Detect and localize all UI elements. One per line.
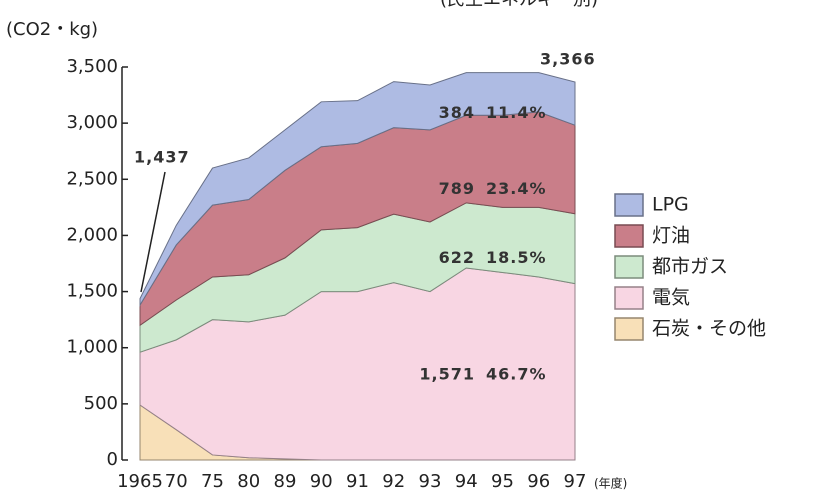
legend-swatch: [614, 286, 644, 310]
x-tick-label: 92: [382, 471, 405, 492]
legend-label: 石炭・その他: [652, 318, 766, 340]
data-label: 622: [439, 248, 475, 267]
y-tick-label: 0: [107, 449, 118, 470]
annotation: 1,437: [134, 148, 190, 167]
data-label: 789: [439, 179, 475, 198]
annotation: 3,366: [540, 50, 596, 69]
x-tick-label: 91: [346, 471, 369, 492]
legend-swatch: [614, 255, 644, 279]
legend-swatch: [614, 317, 644, 341]
legend-label: 灯油: [652, 225, 690, 247]
x-tick-label: 1965: [117, 471, 163, 492]
x-tick-label: 75: [201, 471, 224, 492]
share-label: 23.4%: [486, 179, 547, 198]
legend-label: 都市ガス: [652, 256, 728, 278]
y-axis-label: (CO2・kg): [6, 19, 98, 40]
y-tick-label: 2,500: [66, 168, 118, 189]
subtitle: (民生エネルギー別): [440, 0, 598, 10]
y-tick-label: 1,000: [66, 337, 118, 358]
data-label: 1,571: [419, 365, 475, 384]
share-label: 11.4%: [486, 103, 547, 122]
x-axis-label: (年度): [594, 476, 627, 491]
annotation-line: [140, 171, 166, 293]
y-tick-label: 500: [84, 393, 118, 414]
data-label: 384: [439, 103, 475, 122]
legend-swatch: [614, 224, 644, 248]
x-tick-label: 97: [564, 471, 587, 492]
x-tick-label: 89: [274, 471, 297, 492]
x-tick-label: 95: [491, 471, 514, 492]
x-tick-label: 94: [455, 471, 478, 492]
x-tick-label: 96: [527, 471, 550, 492]
y-tick-label: 3,000: [66, 112, 118, 133]
y-tick-label: 3,500: [66, 56, 118, 77]
legend-label: LPG: [652, 194, 689, 216]
share-label: 46.7%: [486, 365, 547, 384]
x-tick-label: 80: [237, 471, 260, 492]
x-tick-label: 93: [419, 471, 442, 492]
share-label: 18.5%: [486, 248, 547, 267]
legend-label: 電気: [652, 287, 690, 309]
x-tick-label: 90: [310, 471, 333, 492]
x-tick-label: 70: [165, 471, 188, 492]
area: [139, 72, 576, 307]
legend-swatch: [614, 193, 644, 217]
y-tick-label: 1,500: [66, 281, 118, 302]
y-tick-label: 2,000: [66, 224, 118, 245]
